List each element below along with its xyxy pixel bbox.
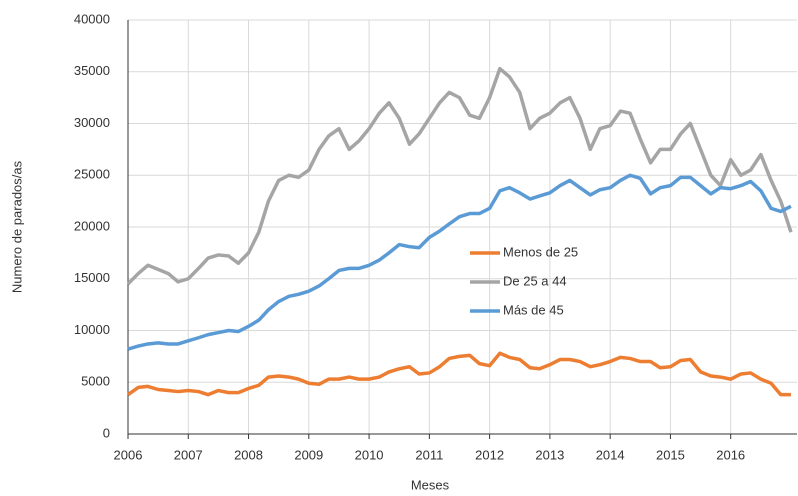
x-tick-label: 2006 xyxy=(114,447,143,462)
x-axis-label: Meses xyxy=(411,477,450,492)
y-tick-label: 15000 xyxy=(74,270,110,285)
x-tick-label: 2012 xyxy=(475,447,504,462)
y-axis-label: Numero de parados/as xyxy=(9,160,24,293)
y-tick-label: 0 xyxy=(103,425,110,440)
y-tick-label: 40000 xyxy=(74,11,110,26)
y-tick-label: 20000 xyxy=(74,218,110,233)
series-line xyxy=(126,351,791,397)
legend-label: Menos de 25 xyxy=(503,244,578,259)
x-tick-label: 2009 xyxy=(294,447,323,462)
x-tick-label: 2014 xyxy=(596,447,625,462)
x-tick-label: 2013 xyxy=(535,447,564,462)
x-tick-label: 2008 xyxy=(234,447,263,462)
y-tick-label: 30000 xyxy=(74,115,110,130)
legend-label: De 25 a 44 xyxy=(503,273,567,288)
series-line xyxy=(126,66,793,286)
legend-label: Más de 45 xyxy=(503,302,564,317)
x-tick-label: 2015 xyxy=(656,447,685,462)
y-tick-label: 35000 xyxy=(74,63,110,78)
series-line xyxy=(127,173,792,351)
x-tick-label: 2016 xyxy=(716,447,745,462)
x-tick-label: 2011 xyxy=(415,447,443,462)
x-tick-label: 2010 xyxy=(355,447,384,462)
y-tick-label: 5000 xyxy=(81,374,110,389)
y-tick-label: 25000 xyxy=(74,167,110,182)
x-tick-label: 2007 xyxy=(174,447,203,462)
y-tick-label: 10000 xyxy=(74,322,110,337)
